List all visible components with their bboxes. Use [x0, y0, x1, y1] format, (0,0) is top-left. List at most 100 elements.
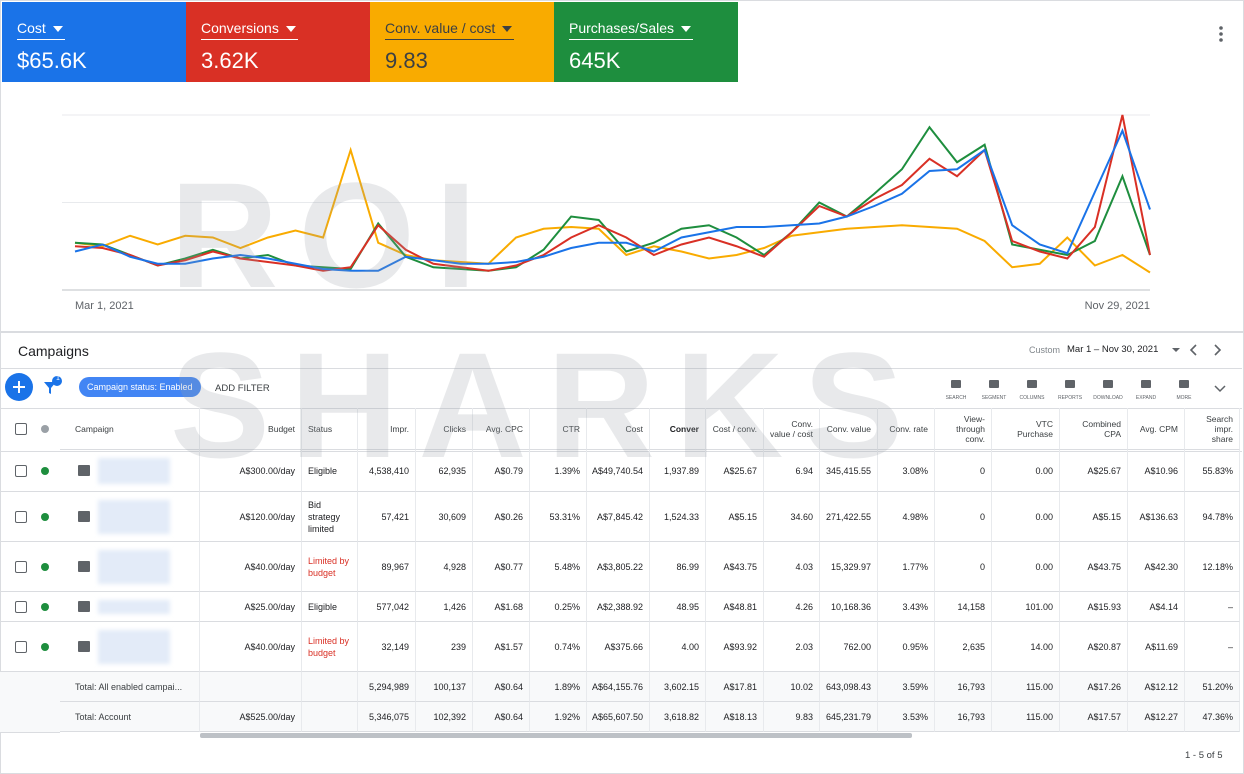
table-cell: 3.08%: [878, 450, 935, 492]
tool-icon[interactable]: [1139, 377, 1153, 391]
tool-icon[interactable]: [1101, 377, 1115, 391]
campaign-name-blurred: [98, 458, 170, 484]
table-cell: 0.95%: [878, 622, 935, 672]
add-button[interactable]: [4, 372, 34, 402]
campaign-cell: [60, 592, 200, 622]
filter-chip[interactable]: Campaign status: Enabled: [79, 377, 201, 397]
tool-glyph: [989, 380, 999, 388]
total-cell: 9.83: [764, 702, 820, 732]
x-tick-label: Nov 29, 2021: [1085, 300, 1150, 312]
table-cell: 4,538,410: [358, 450, 416, 492]
total-cell: A$64,155.76: [587, 672, 650, 702]
column-header[interactable]: Budget: [200, 408, 302, 450]
column-header[interactable]: Cost: [587, 408, 650, 450]
filter-icon[interactable]: [42, 376, 64, 398]
tool-icon[interactable]: [949, 377, 963, 391]
column-header[interactable]: CTR: [530, 408, 587, 450]
table-cell: 6.94: [764, 450, 820, 492]
column-header[interactable]: Campaign: [60, 408, 200, 450]
metric-name-text: Conv. value / cost: [385, 20, 496, 36]
table-cell: A$5.15: [1060, 492, 1128, 542]
column-header[interactable]: Status: [302, 408, 358, 450]
dropdown-arrow: [681, 26, 692, 32]
table-cell: 0: [935, 492, 992, 542]
total-cell: 16,793: [935, 702, 992, 732]
table-cell: A$136.63: [1128, 492, 1185, 542]
column-header[interactable]: VTC Purchase: [992, 408, 1060, 450]
column-header[interactable]: Conv. value: [820, 408, 878, 450]
column-header[interactable]: Conver: [650, 408, 706, 450]
tool-icon[interactable]: [987, 377, 1001, 391]
total-cell: 5,294,989: [358, 672, 416, 702]
tool-label: REPORTS: [1057, 395, 1083, 401]
table-cell: –: [1185, 592, 1240, 622]
campaign-type-icon: [78, 465, 90, 476]
column-header[interactable]: Search impr. share: [1185, 408, 1240, 450]
campaign-name-blurred: [98, 630, 170, 664]
scrollbar[interactable]: [200, 733, 912, 738]
column-header[interactable]: Avg. CPC: [473, 408, 530, 450]
series-line: [74, 114, 1151, 272]
table-cell: 14.00: [992, 622, 1060, 672]
table-cell: 32,149: [358, 622, 416, 672]
total-cell: 16,793: [935, 672, 992, 702]
total-cell: 100,137: [416, 672, 473, 702]
series-line: [74, 128, 1151, 272]
total-cell: 3.53%: [878, 702, 935, 732]
campaign-type-icon: [78, 561, 90, 572]
header-bg: [0, 408, 1242, 452]
column-header[interactable]: Clicks: [416, 408, 473, 450]
total-cell: 47.36%: [1185, 702, 1240, 732]
metric-tile[interactable]: Conversions 3.62K: [186, 2, 370, 82]
metric-tile[interactable]: Cost $65.6K: [2, 2, 186, 82]
table-cell: –: [1185, 622, 1240, 672]
tool-label: DOWNLOAD: [1093, 395, 1123, 401]
table-cell: A$375.66: [587, 622, 650, 672]
column-header[interactable]: View-through conv.: [935, 408, 992, 450]
total-cell: Total: Account: [60, 702, 200, 732]
total-cell: 3,602.15: [650, 672, 706, 702]
tool-icon[interactable]: [1177, 377, 1191, 391]
tool-label: SEGMENT: [981, 395, 1007, 401]
table-cell: A$42.30: [1128, 542, 1185, 592]
table-cell: A$3,805.22: [587, 542, 650, 592]
date-range[interactable]: Mar 1 – Nov 30, 2021: [1067, 344, 1159, 355]
row-line: [0, 541, 60, 542]
table-cell: 53.31%: [530, 492, 587, 542]
table-cell: A$7,845.42: [587, 492, 650, 542]
column-header[interactable]: Conv. rate: [878, 408, 935, 450]
table-cell: A$25.67: [1060, 450, 1128, 492]
metric-tile[interactable]: Conv. value / cost 9.83: [370, 2, 554, 82]
table-cell: A$49,740.54: [587, 450, 650, 492]
table-cell: 57,421: [358, 492, 416, 542]
column-header[interactable]: Avg. CPM: [1128, 408, 1185, 450]
column-header[interactable]: Combined CPA: [1060, 408, 1128, 450]
table-cell: 1.39%: [530, 450, 587, 492]
table-cell: A$1.57: [473, 622, 530, 672]
date-nav[interactable]: [1168, 342, 1228, 358]
total-cell: A$12.12: [1128, 672, 1185, 702]
table-cell: A$43.75: [706, 542, 764, 592]
total-cell: [302, 702, 358, 732]
metric-tile[interactable]: Purchases/Sales 645K: [554, 2, 738, 82]
column-header[interactable]: Cost / conv.: [706, 408, 764, 450]
total-cell: 5,346,075: [358, 702, 416, 732]
add-filter[interactable]: ADD FILTER: [215, 383, 270, 394]
x-tick-label: Mar 1, 2021: [75, 300, 134, 312]
column-header[interactable]: Conv. value / cost: [764, 408, 820, 450]
collapse[interactable]: [1210, 378, 1230, 398]
row-checkbox: [15, 465, 27, 477]
total-bg: [0, 702, 60, 733]
campaign-cell: [60, 622, 200, 672]
metric-summary: 9.83: [385, 48, 428, 73]
total-cell: A$17.57: [1060, 702, 1128, 732]
tool-icon[interactable]: [1025, 377, 1039, 391]
campaign-type-icon: [78, 641, 90, 652]
more-menu[interactable]: [1215, 24, 1227, 44]
tool-glyph: [951, 380, 961, 388]
column-header[interactable]: Impr.: [358, 408, 416, 450]
total-cell: A$65,607.50: [587, 702, 650, 732]
total-cell: A$0.64: [473, 702, 530, 732]
tool-icon[interactable]: [1063, 377, 1077, 391]
tool-glyph: [1179, 380, 1189, 388]
